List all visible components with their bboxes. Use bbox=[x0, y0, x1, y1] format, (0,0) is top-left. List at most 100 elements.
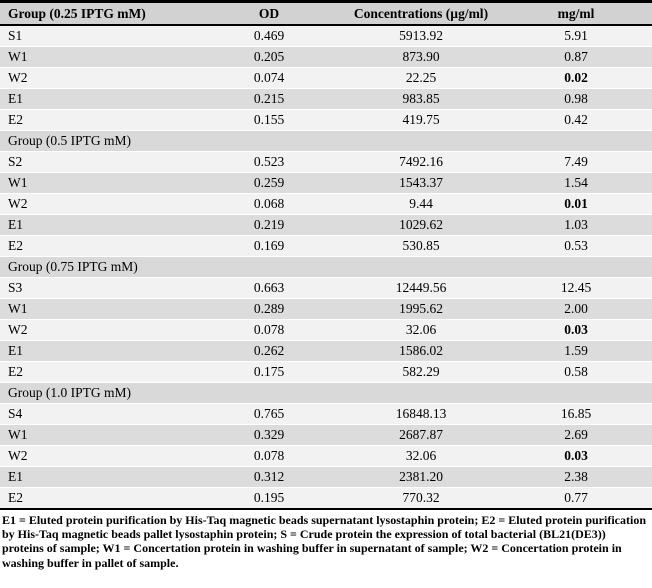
group-header-row: Group (0.5 IPTG mM) bbox=[0, 130, 652, 152]
column-header-od: OD bbox=[226, 1, 312, 26]
od-cell: 0.765 bbox=[226, 403, 312, 425]
sample-cell: W2 bbox=[0, 319, 226, 341]
sample-cell: W2 bbox=[0, 193, 226, 215]
table-row: S2 0.523 7492.16 7.49 bbox=[0, 151, 652, 173]
group-header-row: Group (1.0 IPTG mM) bbox=[0, 382, 652, 404]
table-row: E1 0.219 1029.62 1.03 bbox=[0, 214, 652, 236]
table-row: E2 0.195 770.32 0.77 bbox=[0, 487, 652, 510]
concentration-cell: 32.06 bbox=[312, 319, 530, 341]
concentration-cell: 419.75 bbox=[312, 109, 530, 131]
concentration-cell: 983.85 bbox=[312, 88, 530, 110]
sample-cell: E2 bbox=[0, 487, 226, 510]
concentration-cell: 1029.62 bbox=[312, 214, 530, 236]
od-cell: 0.289 bbox=[226, 298, 312, 320]
mgml-cell: 16.85 bbox=[530, 403, 652, 425]
table-row: E2 0.169 530.85 0.53 bbox=[0, 235, 652, 257]
od-cell: 0.074 bbox=[226, 67, 312, 89]
mgml-cell: 2.69 bbox=[530, 424, 652, 446]
od-cell: 0.469 bbox=[226, 25, 312, 47]
header-row: Group (0.25 IPTG mM) OD Concentrations (… bbox=[0, 1, 652, 26]
mgml-cell: 1.03 bbox=[530, 214, 652, 236]
concentration-cell: 1543.37 bbox=[312, 172, 530, 194]
sample-cell: E1 bbox=[0, 88, 226, 110]
table-row: E2 0.175 582.29 0.58 bbox=[0, 361, 652, 383]
concentration-cell: 12449.56 bbox=[312, 277, 530, 299]
od-cell: 0.312 bbox=[226, 466, 312, 488]
table-row: S1 0.469 5913.92 5.91 bbox=[0, 25, 652, 47]
group-header-row: Group (0.75 IPTG mM) bbox=[0, 256, 652, 278]
table-body: S1 0.469 5913.92 5.91 W1 0.205 873.90 0.87 W2 0.0… bbox=[0, 25, 652, 510]
results-table-figure: Group (0.25 IPTG mM) OD Concentrations (… bbox=[0, 0, 652, 570]
column-header-concentrations: Concentrations (µg/ml) bbox=[312, 1, 530, 26]
od-cell: 0.219 bbox=[226, 214, 312, 236]
sample-cell: W2 bbox=[0, 445, 226, 467]
table-row: W1 0.289 1995.62 2.00 bbox=[0, 298, 652, 320]
table-row: E1 0.312 2381.20 2.38 bbox=[0, 466, 652, 488]
group-header-label: Group (0.5 IPTG mM) bbox=[0, 130, 652, 152]
mgml-cell: 1.59 bbox=[530, 340, 652, 362]
table-row: S3 0.663 12449.56 12.45 bbox=[0, 277, 652, 299]
sample-cell: E2 bbox=[0, 235, 226, 257]
od-cell: 0.175 bbox=[226, 361, 312, 383]
concentration-cell: 9.44 bbox=[312, 193, 530, 215]
sample-cell: W1 bbox=[0, 424, 226, 446]
mgml-cell: 0.87 bbox=[530, 46, 652, 68]
sample-cell: E1 bbox=[0, 466, 226, 488]
mgml-cell: 2.00 bbox=[530, 298, 652, 320]
sample-cell: W1 bbox=[0, 298, 226, 320]
od-cell: 0.078 bbox=[226, 445, 312, 467]
od-cell: 0.663 bbox=[226, 277, 312, 299]
od-cell: 0.078 bbox=[226, 319, 312, 341]
sample-cell: W1 bbox=[0, 46, 226, 68]
mgml-cell: 0.42 bbox=[530, 109, 652, 131]
concentration-cell: 770.32 bbox=[312, 487, 530, 510]
table-header: Group (0.25 IPTG mM) OD Concentrations (… bbox=[0, 1, 652, 26]
sample-cell: S1 bbox=[0, 25, 226, 47]
od-cell: 0.155 bbox=[226, 109, 312, 131]
od-cell: 0.068 bbox=[226, 193, 312, 215]
od-cell: 0.329 bbox=[226, 424, 312, 446]
table-row: W2 0.068 9.44 0.01 bbox=[0, 193, 652, 215]
mgml-cell: 0.58 bbox=[530, 361, 652, 383]
table-row: W2 0.074 22.25 0.02 bbox=[0, 67, 652, 89]
od-cell: 0.195 bbox=[226, 487, 312, 510]
mgml-cell: 0.03 bbox=[530, 445, 652, 467]
mgml-cell: 7.49 bbox=[530, 151, 652, 173]
sample-cell: S3 bbox=[0, 277, 226, 299]
mgml-cell: 0.77 bbox=[530, 487, 652, 510]
mgml-cell: 1.54 bbox=[530, 172, 652, 194]
concentration-cell: 530.85 bbox=[312, 235, 530, 257]
od-cell: 0.523 bbox=[226, 151, 312, 173]
table-row: W1 0.205 873.90 0.87 bbox=[0, 46, 652, 68]
sample-cell: S4 bbox=[0, 403, 226, 425]
concentration-cell: 2381.20 bbox=[312, 466, 530, 488]
od-cell: 0.205 bbox=[226, 46, 312, 68]
sample-cell: E2 bbox=[0, 361, 226, 383]
sample-cell: E1 bbox=[0, 214, 226, 236]
mgml-cell: 12.45 bbox=[530, 277, 652, 299]
od-cell: 0.259 bbox=[226, 172, 312, 194]
sample-cell: S2 bbox=[0, 151, 226, 173]
concentration-cell: 1586.02 bbox=[312, 340, 530, 362]
mgml-cell: 0.98 bbox=[530, 88, 652, 110]
concentration-cell: 32.06 bbox=[312, 445, 530, 467]
sample-cell: E1 bbox=[0, 340, 226, 362]
concentration-cell: 2687.87 bbox=[312, 424, 530, 446]
table-row: E1 0.215 983.85 0.98 bbox=[0, 88, 652, 110]
concentration-cell: 22.25 bbox=[312, 67, 530, 89]
table-row: S4 0.765 16848.13 16.85 bbox=[0, 403, 652, 425]
concentration-cell: 873.90 bbox=[312, 46, 530, 68]
od-cell: 0.262 bbox=[226, 340, 312, 362]
od-cell: 0.215 bbox=[226, 88, 312, 110]
table-footnote: E1 = Eluted protein purification by His-… bbox=[2, 513, 646, 570]
table-row: W1 0.259 1543.37 1.54 bbox=[0, 172, 652, 194]
concentration-cell: 1995.62 bbox=[312, 298, 530, 320]
table-row: W1 0.329 2687.87 2.69 bbox=[0, 424, 652, 446]
sample-cell: W1 bbox=[0, 172, 226, 194]
concentration-cell: 7492.16 bbox=[312, 151, 530, 173]
column-header-mgml: mg/ml bbox=[530, 1, 652, 26]
table-row: E1 0.262 1586.02 1.59 bbox=[0, 340, 652, 362]
mgml-cell: 0.02 bbox=[530, 67, 652, 89]
column-header-group: Group (0.25 IPTG mM) bbox=[0, 1, 226, 26]
sample-cell: E2 bbox=[0, 109, 226, 131]
